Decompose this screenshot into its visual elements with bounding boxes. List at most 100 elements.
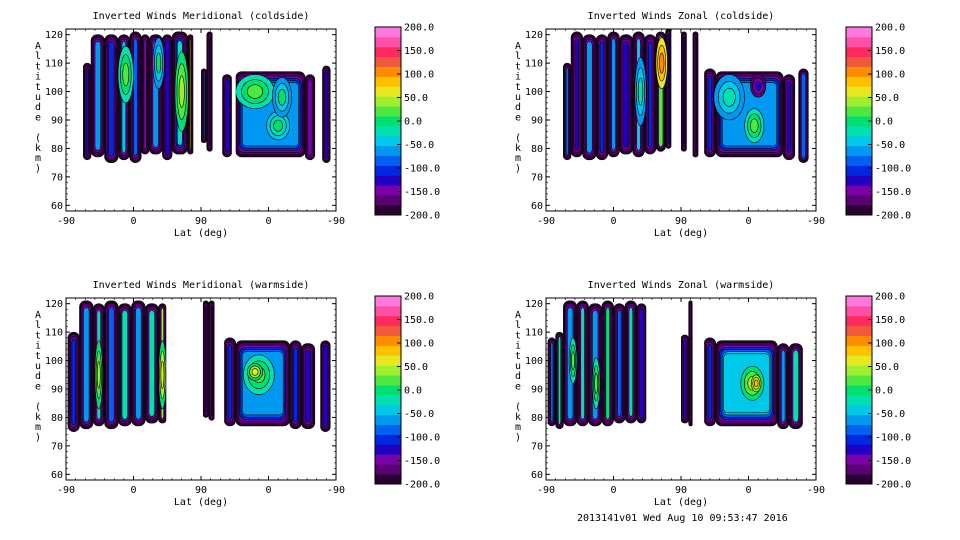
colorbar-segment: [846, 56, 872, 67]
contour-core: [108, 40, 115, 157]
colorbar-segment: [375, 296, 401, 307]
contour-column: [582, 34, 597, 161]
colorbar-segment: [375, 315, 401, 327]
y-tick-label: 100: [45, 87, 63, 98]
contour-core: [121, 309, 128, 420]
colorbar-segment: [846, 106, 872, 117]
contour-ring: [155, 52, 162, 74]
contour-core: [135, 307, 142, 420]
colorbar-tick-label: -200.0: [404, 211, 440, 222]
contour-column: [570, 31, 583, 158]
colorbar-segment: [375, 195, 401, 206]
contour-column: [304, 74, 316, 161]
y-tick-label: 80: [51, 144, 63, 155]
contour-column: [117, 303, 132, 427]
contour-column: [692, 31, 699, 158]
colorbar-segment: [846, 315, 872, 327]
contour-column: [703, 68, 717, 158]
y-tick-label: 60: [51, 201, 63, 212]
colorbar-segment: [375, 66, 401, 77]
colorbar-tick-label: -50.0: [404, 409, 434, 420]
contour-column: [129, 31, 142, 163]
colorbar-tick-label: -100.0: [875, 433, 911, 444]
contour-core: [133, 38, 138, 157]
y-tick-label: 100: [525, 356, 543, 367]
no-data-gap: [214, 298, 225, 480]
contour-core: [689, 302, 692, 425]
colorbar-segment: [375, 135, 401, 147]
contour-column: [200, 68, 208, 144]
contour-column: [322, 65, 331, 163]
contour-core: [293, 346, 298, 423]
contour-column: [140, 34, 150, 155]
contour-core: [800, 72, 806, 159]
colorbar-segment: [846, 296, 872, 307]
y-tick-label: 120: [525, 299, 543, 310]
colorbar-segment: [846, 325, 872, 336]
contour-core: [586, 40, 593, 154]
contour-ring: [96, 360, 101, 389]
y-tick-label: 110: [525, 59, 543, 70]
contour-core: [164, 38, 170, 156]
contour-column: [320, 340, 331, 432]
colorbar-tick-label: -100.0: [875, 164, 911, 175]
colorbar-segment: [846, 135, 872, 147]
x-tick-label: 0: [265, 216, 271, 227]
contour-blob: [744, 108, 765, 144]
colorbar-segment: [375, 175, 401, 186]
contour-ring: [754, 81, 762, 91]
colorbar-segment: [846, 464, 872, 475]
contour-blob: [634, 57, 647, 126]
contour-core: [574, 38, 580, 151]
colorbar-tick-label: 100.0: [875, 70, 905, 81]
no-data-gap: [686, 29, 693, 211]
contour-column: [555, 331, 564, 430]
contour-field: [563, 29, 809, 211]
colorbar-tick-label: -150.0: [404, 187, 440, 198]
contour-column: [563, 62, 572, 161]
contour-column: [788, 343, 803, 430]
contour-column: [67, 331, 80, 432]
colorbar-tick-label: 200.0: [404, 23, 434, 34]
contour-column: [613, 303, 626, 424]
contour-column: [300, 343, 316, 430]
colorbar-segment: [375, 185, 401, 196]
chart-panel-4: Inverted Winds Zonal (warmside) -90 0 90 0 -9…: [515, 280, 911, 508]
x-tick-label: -90: [537, 216, 555, 227]
contour-core: [792, 349, 799, 423]
colorbar-segment: [846, 155, 872, 166]
contour-core: [628, 307, 634, 417]
x-tick-label: -90: [57, 216, 75, 227]
contour-ring: [594, 372, 598, 394]
contour-column: [104, 300, 119, 430]
contour-core: [667, 33, 670, 145]
contour-core: [205, 304, 207, 414]
colorbar-segment: [375, 36, 401, 48]
contour-ring: [659, 52, 665, 74]
contour-field: [83, 29, 331, 211]
y-tick-label: 70: [531, 441, 543, 452]
colorbar: 200.0 150.0 100.0 50.0 0.0 -50.0 -100.0 -150.0 -…: [374, 23, 440, 222]
contour-core: [304, 349, 312, 423]
colorbar-segment: [846, 165, 872, 176]
contour-blob: [246, 363, 264, 381]
contour-ring: [637, 77, 644, 106]
x-tick-label: 90: [675, 485, 687, 496]
x-tick-label: 0: [130, 216, 136, 227]
contour-ring: [246, 84, 264, 99]
y-tick-label: 120: [525, 30, 543, 41]
contour-column: [131, 300, 146, 427]
colorbar-tick-label: 150.0: [875, 315, 905, 326]
contour-core: [85, 67, 89, 156]
contour-core: [143, 38, 147, 151]
y-tick-label: 100: [525, 87, 543, 98]
no-data-gap: [698, 29, 705, 211]
contour-core: [211, 304, 213, 417]
contour-core: [781, 349, 786, 423]
colorbar-segment: [846, 46, 872, 58]
x-tick-label: 0: [745, 216, 751, 227]
contour-core: [694, 35, 697, 153]
x-axis-label: Lat (deg): [654, 497, 708, 508]
x-tick-label: 0: [610, 485, 616, 496]
